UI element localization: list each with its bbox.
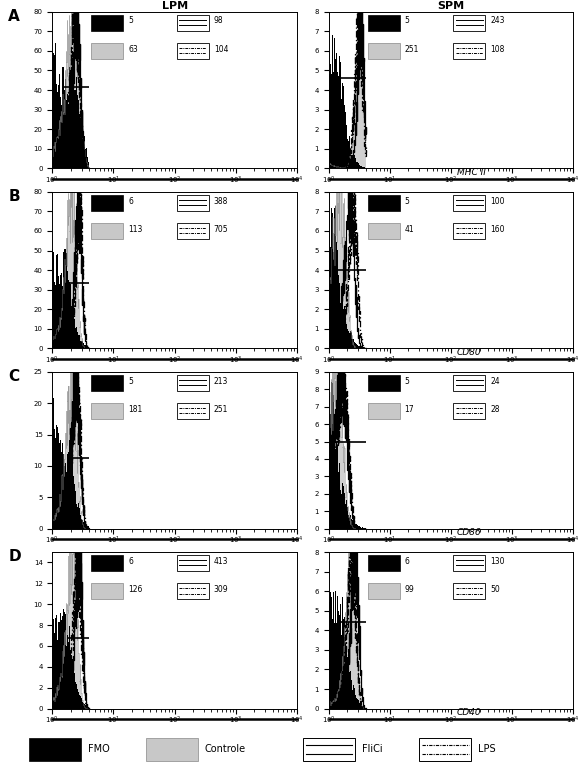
Bar [453, 15, 485, 31]
Text: 251: 251 [404, 45, 419, 53]
Bar [91, 375, 123, 391]
Text: 5: 5 [404, 197, 410, 205]
Bar [368, 583, 400, 599]
Text: 104: 104 [214, 45, 228, 53]
Bar [368, 223, 400, 239]
Bar [177, 223, 209, 239]
Bar [91, 403, 123, 419]
Text: C: C [8, 369, 20, 384]
Title: SPM: SPM [438, 1, 464, 11]
Text: 126: 126 [128, 585, 143, 594]
Bar [453, 555, 485, 571]
Text: CD86: CD86 [457, 529, 481, 537]
Bar [91, 15, 123, 31]
Bar [368, 375, 400, 391]
Text: 130: 130 [490, 557, 505, 565]
Text: 181: 181 [128, 405, 143, 413]
Text: FMO: FMO [88, 745, 110, 754]
Text: 17: 17 [404, 405, 414, 413]
Bar [91, 195, 123, 211]
Bar [177, 403, 209, 419]
Text: 5: 5 [128, 16, 133, 25]
Text: 309: 309 [214, 585, 228, 594]
Text: 705: 705 [214, 225, 228, 233]
Text: 24: 24 [490, 377, 500, 385]
Bar [177, 583, 209, 599]
Text: CD80: CD80 [457, 348, 481, 357]
Text: 63: 63 [128, 45, 138, 53]
Text: 388: 388 [214, 197, 228, 205]
Bar [368, 43, 400, 59]
Text: 41: 41 [404, 225, 414, 233]
Text: 108: 108 [490, 45, 505, 53]
Text: Controle: Controle [205, 745, 246, 754]
Bar [91, 583, 123, 599]
Text: 6: 6 [404, 557, 410, 565]
Title: LPM: LPM [162, 1, 187, 11]
Bar [368, 403, 400, 419]
Text: 98: 98 [214, 16, 223, 25]
Bar [177, 195, 209, 211]
Bar [91, 555, 123, 571]
Text: 6: 6 [128, 557, 133, 565]
Bar [177, 555, 209, 571]
Bar [453, 403, 485, 419]
Bar [453, 43, 485, 59]
Text: 5: 5 [404, 377, 410, 385]
Text: 50: 50 [490, 585, 500, 594]
Text: FliCi: FliCi [362, 745, 382, 754]
Bar [177, 15, 209, 31]
Bar [91, 43, 123, 59]
Text: 213: 213 [214, 377, 228, 385]
Text: 251: 251 [214, 405, 228, 413]
Text: 6: 6 [128, 197, 133, 205]
Text: CD40: CD40 [457, 709, 481, 717]
Bar [368, 195, 400, 211]
Text: 160: 160 [490, 225, 505, 233]
Text: LPS: LPS [478, 745, 496, 754]
Text: 5: 5 [404, 16, 410, 25]
Text: MHC II: MHC II [457, 168, 486, 177]
Text: B: B [8, 189, 20, 204]
Bar [453, 195, 485, 211]
Bar [91, 223, 123, 239]
Text: 413: 413 [214, 557, 228, 565]
Bar [177, 375, 209, 391]
Text: 100: 100 [490, 197, 505, 205]
Bar [368, 555, 400, 571]
Bar [368, 15, 400, 31]
Bar [177, 43, 209, 59]
Text: A: A [8, 9, 20, 23]
Bar [453, 223, 485, 239]
Text: 243: 243 [490, 16, 505, 25]
Text: D: D [8, 549, 21, 564]
Text: 99: 99 [404, 585, 414, 594]
Text: 113: 113 [128, 225, 143, 233]
Bar [453, 375, 485, 391]
Bar [453, 583, 485, 599]
Text: 28: 28 [490, 405, 500, 413]
Text: 5: 5 [128, 377, 133, 385]
